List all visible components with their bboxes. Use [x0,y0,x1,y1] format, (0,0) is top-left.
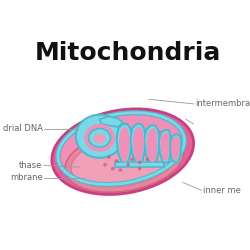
Text: Mitochondria: Mitochondria [35,41,221,65]
Polygon shape [171,136,180,160]
Circle shape [127,164,129,166]
Ellipse shape [76,115,124,158]
Polygon shape [159,130,170,162]
Ellipse shape [52,109,194,194]
Circle shape [116,160,118,162]
Circle shape [108,156,110,158]
Polygon shape [170,134,181,162]
Polygon shape [144,126,160,165]
Ellipse shape [65,130,184,192]
Circle shape [119,169,122,171]
Text: inner me: inner me [203,186,241,195]
Text: mbrane: mbrane [10,173,43,182]
Ellipse shape [84,124,115,152]
Ellipse shape [71,135,178,187]
Circle shape [112,168,114,170]
Circle shape [138,168,141,170]
Ellipse shape [89,128,110,147]
Ellipse shape [94,134,106,143]
Circle shape [138,161,141,164]
Ellipse shape [60,114,183,183]
Polygon shape [160,132,169,160]
Polygon shape [100,116,123,127]
Circle shape [146,158,148,160]
Polygon shape [115,162,164,167]
Polygon shape [116,124,132,165]
Text: drial DNA: drial DNA [3,124,43,133]
Polygon shape [146,128,158,162]
Circle shape [104,164,106,166]
Circle shape [131,158,133,160]
Polygon shape [130,124,146,165]
Polygon shape [133,127,144,162]
Text: thase: thase [19,161,43,170]
Polygon shape [119,127,130,162]
Text: intermembrane: intermembrane [195,100,250,108]
